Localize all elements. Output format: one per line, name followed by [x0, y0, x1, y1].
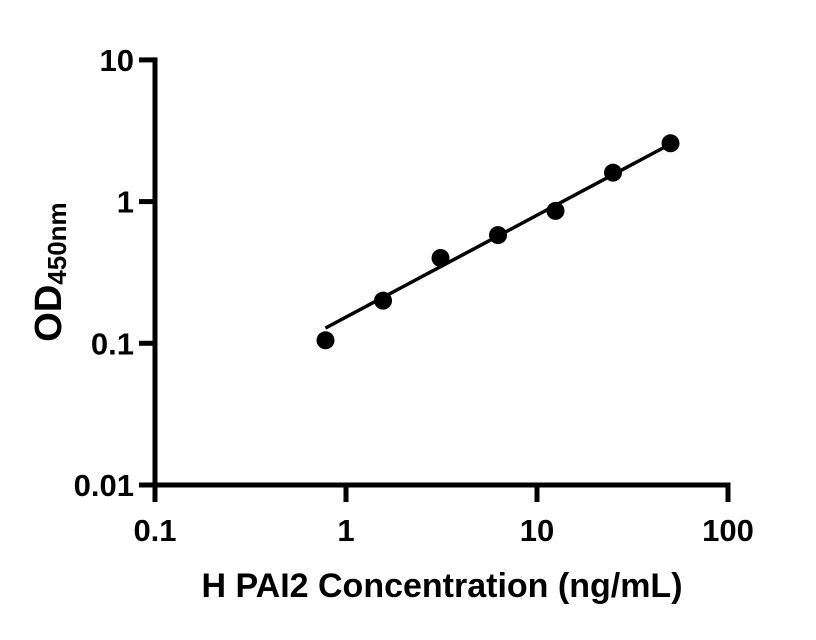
y-axis-title: OD450nm: [28, 202, 72, 341]
x-tick-label: 1: [337, 513, 354, 548]
y-tick-label: 1: [117, 185, 134, 220]
y-tick-label: 0.01: [74, 468, 134, 503]
x-tick-label: 100: [702, 513, 754, 548]
data-layer: [316, 134, 680, 350]
y-axis-title-main: OD: [28, 285, 70, 342]
axes-layer: 10 1 0.1 0.01 0.1 1 10 100: [74, 43, 754, 548]
y-axis-title-subscript: 450nm: [42, 202, 72, 284]
data-point: [546, 201, 565, 220]
data-point: [316, 331, 335, 350]
data-point: [661, 134, 680, 153]
data-point: [431, 248, 450, 267]
data-point: [374, 291, 393, 310]
data-point: [489, 226, 508, 245]
data-point: [604, 163, 623, 182]
y-tick-label: 0.1: [91, 326, 134, 361]
x-tick-label: 0.1: [133, 513, 176, 548]
y-tick-label: 10: [100, 43, 134, 78]
x-tick-label: 10: [520, 513, 554, 548]
x-axis-title: H PAI2 Concentration (ng/mL): [201, 567, 682, 605]
